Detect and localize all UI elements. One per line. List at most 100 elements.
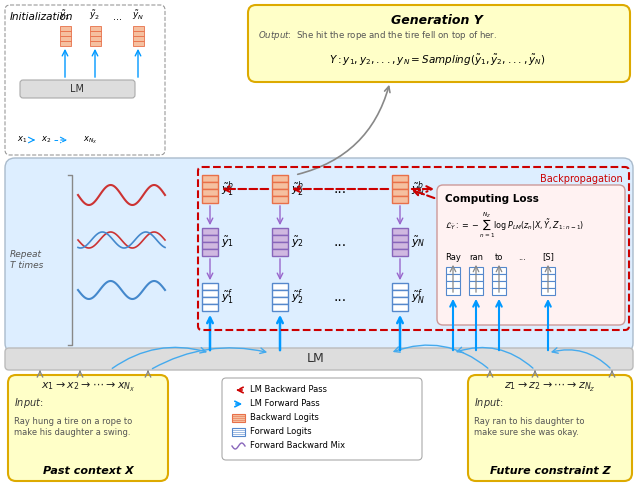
Text: $\tilde{y}_N$: $\tilde{y}_N$ [411,234,426,249]
Text: Backward Logits: Backward Logits [250,413,319,423]
Bar [272,290,288,297]
Text: ...: ... [113,12,122,22]
Text: ran: ran [469,252,483,262]
Text: Forward Logits: Forward Logits [250,428,312,436]
Bar [60,31,70,36]
Bar [392,228,408,235]
Bar [202,304,218,311]
Bar [90,36,100,41]
FancyBboxPatch shape [8,375,168,481]
Bar [202,290,218,297]
Text: $\it{Input}$:: $\it{Input}$: [474,396,504,410]
Bar [392,304,408,311]
Text: Repeat
T times: Repeat T times [10,250,44,270]
FancyBboxPatch shape [248,5,630,82]
Text: $\it{Output}$:  She hit the rope and the tire fell on top of her.: $\it{Output}$: She hit the rope and the … [258,30,497,42]
Text: Ray: Ray [445,252,461,262]
Bar [272,249,288,256]
Bar [272,196,288,203]
Bar [492,267,506,274]
Bar [60,36,70,41]
Bar [492,281,506,288]
Text: $\tilde{y}_N$: $\tilde{y}_N$ [132,8,144,22]
Bar [272,235,288,242]
Text: ...: ... [333,235,347,249]
Text: LM Backward Pass: LM Backward Pass [250,386,327,394]
Text: LM: LM [307,353,325,366]
Bar [272,297,288,304]
Bar [272,182,288,189]
Text: $z_1 \rightarrow z_2 \rightarrow \cdots \rightarrow z_{N_Z}$: $z_1 \rightarrow z_2 \rightarrow \cdots … [504,380,596,393]
Bar [392,235,408,242]
Bar [202,283,218,290]
Bar [202,196,218,203]
Bar [60,41,70,46]
Bar [541,267,555,274]
Bar [392,297,408,304]
Bar [202,189,218,196]
Bar [541,288,555,295]
Text: $\tilde{y}_1$: $\tilde{y}_1$ [60,8,70,22]
Text: $\mathcal{L}_{\tilde{Y}} := -\sum_{n=1}^{N_Z}\log P_{LM}(z_n|X,\tilde{Y},Z_{1:n-: $\mathcal{L}_{\tilde{Y}} := -\sum_{n=1}^… [445,210,584,240]
Text: $\tilde{y}_2^b$: $\tilde{y}_2^b$ [291,179,305,199]
Text: [S]: [S] [542,252,554,262]
Text: Ray ran to his daughter to
make sure she was okay.: Ray ran to his daughter to make sure she… [474,417,584,437]
Text: Generation Y: Generation Y [391,14,483,26]
Bar [202,228,218,235]
Bar [272,228,288,235]
FancyBboxPatch shape [5,5,165,155]
Bar [541,274,555,281]
Bar [392,189,408,196]
Text: Ray hung a tire on a rope to
make his daughter a swing.: Ray hung a tire on a rope to make his da… [14,417,132,437]
Bar [492,274,506,281]
Text: $\tilde{y}_1^b$: $\tilde{y}_1^b$ [221,179,234,199]
Bar [392,249,408,256]
Text: Backpropagation: Backpropagation [540,174,623,184]
Bar [469,274,483,281]
Bar [446,267,460,274]
FancyBboxPatch shape [5,348,633,370]
Bar [90,41,100,46]
Text: LM: LM [70,84,84,94]
Bar [60,26,70,31]
Text: Forward Backward Mix: Forward Backward Mix [250,442,345,450]
Bar [541,281,555,288]
Text: $\tilde{y}_1^f$: $\tilde{y}_1^f$ [221,287,234,307]
Bar [469,267,483,274]
Bar [202,242,218,249]
Text: $x_2$: $x_2$ [41,135,51,145]
Bar [446,281,460,288]
Bar [392,196,408,203]
Text: $\tilde{y}_N^b$: $\tilde{y}_N^b$ [411,179,426,199]
Bar [492,288,506,295]
Bar [202,235,218,242]
Bar [90,26,100,31]
Bar [132,41,143,46]
Text: $\it{Input}$:: $\it{Input}$: [14,396,44,410]
Bar [446,274,460,281]
Text: ...: ... [333,182,347,196]
FancyBboxPatch shape [468,375,632,481]
FancyBboxPatch shape [437,185,625,325]
Bar [392,182,408,189]
Text: $Y : y_1, y_2, ..., y_N = Sampling(\tilde{y}_1, \tilde{y}_2, ..., \tilde{y}_N)$: $Y : y_1, y_2, ..., y_N = Sampling(\tild… [329,53,545,68]
Text: $\tilde{y}_2$: $\tilde{y}_2$ [291,234,304,249]
Text: to: to [495,252,503,262]
Bar [272,242,288,249]
Bar [132,31,143,36]
Bar [392,242,408,249]
Text: $x_1$: $x_1$ [17,135,27,145]
Text: $x_{N_X}$: $x_{N_X}$ [83,134,97,146]
Bar [132,36,143,41]
Bar [272,189,288,196]
Text: Computing Loss: Computing Loss [445,194,539,204]
Text: LM Forward Pass: LM Forward Pass [250,399,320,409]
Bar [202,249,218,256]
Bar [392,175,408,182]
Bar [446,288,460,295]
Text: $\tilde{y}_2$: $\tilde{y}_2$ [90,8,100,22]
Text: ...: ... [333,290,347,304]
Text: Initialization: Initialization [10,12,74,22]
Bar [90,31,100,36]
Bar [272,304,288,311]
